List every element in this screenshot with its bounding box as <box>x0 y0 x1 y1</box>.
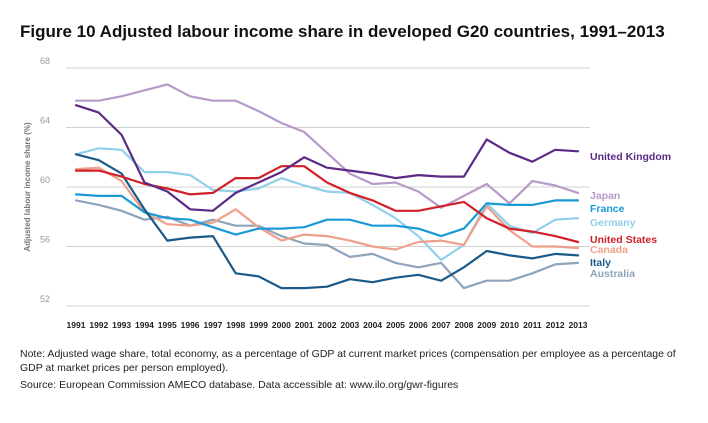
x-tick-label: 2012 <box>546 320 565 330</box>
x-tick-label: 2003 <box>340 320 359 330</box>
series-line-germany <box>74 147 580 261</box>
x-tick-label: 2001 <box>295 320 314 330</box>
legend-label-italy: Italy <box>590 257 611 269</box>
y-axis-label: Adjusted labour income share (%) <box>23 122 32 252</box>
x-tick-label: 1996 <box>181 320 200 330</box>
series-line-united-kingdom <box>74 104 580 212</box>
grid <box>66 67 590 307</box>
legend-label-germany: Germany <box>590 217 636 229</box>
x-tick-label: 2005 <box>386 320 405 330</box>
x-tick-label: 1999 <box>249 320 268 330</box>
figure-source: Source: European Commission AMECO databa… <box>20 379 459 391</box>
x-tick-label: 1993 <box>112 320 131 330</box>
series-lines <box>74 83 580 290</box>
x-tick-label: 2008 <box>454 320 473 330</box>
x-tick-label: 1998 <box>226 320 245 330</box>
x-tick-label: 1994 <box>135 320 154 330</box>
legend-label-canada: Canada <box>590 244 628 256</box>
x-tick-label: 1997 <box>203 320 222 330</box>
x-tick-label: 1992 <box>89 320 108 330</box>
legend-label-united-states: United States <box>590 234 657 246</box>
x-tick-label: 2011 <box>523 320 542 330</box>
series-line-france <box>74 193 580 238</box>
series-line-united-states <box>74 165 580 244</box>
y-tick-label: 52 <box>40 294 50 304</box>
legend-label-france: France <box>590 203 625 215</box>
legend-label-australia: Australia <box>590 268 635 280</box>
x-tick-label: 1991 <box>67 320 86 330</box>
x-tick-label: 2013 <box>569 320 588 330</box>
x-tick-label: 2010 <box>500 320 519 330</box>
y-tick-label: 64 <box>40 116 50 126</box>
x-axis: 1991 1992 1993 1994 1995 1996 1997 1998 1999 2000… <box>67 320 588 330</box>
y-tick-label: 68 <box>40 56 50 66</box>
x-tick-label: 2004 <box>363 320 382 330</box>
y-tick-label: 56 <box>40 235 50 245</box>
x-tick-label: 1995 <box>158 320 177 330</box>
y-tick-label: 60 <box>40 175 50 185</box>
figure-title: Figure 10 Adjusted labour income share i… <box>20 22 665 41</box>
legend-label-united-kingdom: United Kingdom <box>590 151 671 163</box>
x-tick-label: 2007 <box>432 320 451 330</box>
series-line-japan <box>74 83 580 209</box>
x-tick-label: 2006 <box>409 320 428 330</box>
series-line-italy <box>74 153 580 290</box>
y-axis: 52 56 60 64 68 <box>40 56 50 304</box>
series-line-australia <box>74 199 580 290</box>
x-tick-label: 2000 <box>272 320 291 330</box>
figure-note: Note: Adjusted wage share, total economy… <box>20 348 676 374</box>
legend-label-japan: Japan <box>590 190 620 202</box>
x-tick-label: 2002 <box>318 320 337 330</box>
series-line-canada <box>74 166 580 251</box>
x-tick-label: 2009 <box>477 320 496 330</box>
